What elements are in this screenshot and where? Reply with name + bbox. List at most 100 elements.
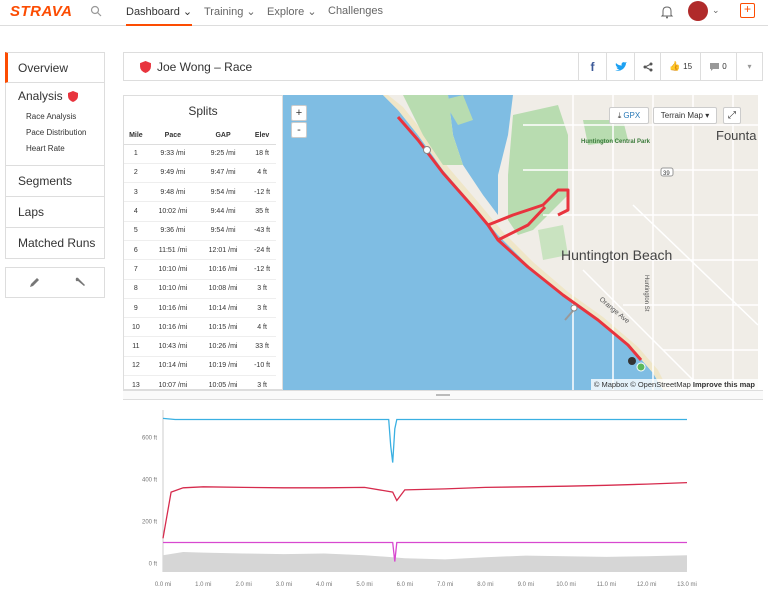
sidebar-item-analysis[interactable]: Analysis (18, 89, 63, 103)
gpx-button[interactable]: ⤓ GPX (609, 107, 649, 124)
col-pace: Pace (147, 128, 198, 145)
sidebar-tools (5, 267, 105, 298)
split-elev-cell: -43 ft (248, 221, 276, 241)
series-line (162, 417, 687, 463)
twitter-share-button[interactable] (606, 53, 634, 80)
x-tick-label: 8.0 mi (477, 582, 493, 588)
split-gap-cell: 9:25 /mi (197, 144, 249, 164)
thumbs-up-icon: 👍 (668, 61, 681, 71)
table-row: 9 10:16 /mi 10:14 /mi 3 ft (124, 298, 276, 319)
facebook-icon: f (590, 59, 595, 74)
split-elev-cell: 4 ft (248, 317, 276, 338)
wrench-icon[interactable] (74, 277, 86, 289)
sidebar-sub-pace-distribution[interactable]: Pace Distribution (26, 128, 87, 137)
x-tick-label: 0.0 mi (155, 582, 171, 588)
sidebar-sub-race-analysis[interactable]: Race Analysis (26, 112, 77, 121)
city-label: Huntington Beach (561, 247, 672, 263)
analysis-chart[interactable]: 0 ft 200 ft 400 ft 600 ft 0.0 mi 1.0 mi 2.0 mi… (123, 400, 763, 590)
sidebar-item-overview[interactable]: Overview (5, 52, 105, 83)
map-canvas[interactable]: Huntington Beach Founta Huntington Centr… (283, 95, 758, 390)
improve-map-link[interactable]: Improve this map (692, 380, 755, 389)
split-gap-cell: 10:19 /mi (197, 356, 249, 377)
resize-handle[interactable] (123, 390, 763, 400)
avatar[interactable] (688, 1, 708, 21)
shield-icon (140, 61, 151, 73)
nav-explore[interactable]: Explore ⌄ (267, 6, 317, 18)
table-row: 3 9:48 /mi 9:54 /mi -12 ft (124, 182, 276, 203)
sidebar-item-laps[interactable]: Laps (5, 197, 105, 228)
table-row: 11 10:43 /mi 10:26 /mi 33 ft (124, 336, 276, 357)
route-map[interactable]: Huntington Beach Founta Huntington Centr… (283, 95, 758, 390)
split-pace-cell: 10:16 /mi (147, 317, 198, 338)
series-line (163, 541, 687, 562)
split-mile-cell: 4 (124, 201, 148, 222)
split-mile-cell: 3 (124, 182, 148, 203)
fullscreen-button[interactable]: ⤢ (723, 107, 741, 124)
split-elev-cell: 4 ft (248, 163, 276, 184)
zoom-out-button[interactable]: - (291, 122, 307, 138)
x-tick-label: 13.0 mi (677, 582, 697, 588)
table-row: 4 10:02 /mi 9:44 /mi 35 ft (124, 201, 276, 222)
splits-panel: Splits Mile Pace GAP Elev 1 9:33 /mi 9:25 … (123, 95, 283, 390)
map-type-select[interactable]: Terrain Map ▾ (653, 107, 717, 124)
share-button[interactable] (634, 53, 660, 80)
header-actions: f 👍 15 0 ▾ (578, 53, 762, 80)
y-tick-label: 400 ft (142, 477, 157, 483)
sidebar-item-matched-runs[interactable]: Matched Runs (5, 228, 105, 259)
split-pace-cell: 9:48 /mi (147, 182, 198, 203)
split-elev-cell: 35 ft (248, 201, 276, 222)
upload-plus-button[interactable]: + (740, 3, 755, 18)
bell-icon[interactable] (660, 5, 674, 19)
more-menu-button[interactable]: ▾ (736, 53, 762, 80)
hwy-shield (660, 167, 674, 177)
split-gap-cell: 9:54 /mi (197, 221, 249, 241)
split-pace-cell: 11:51 /mi (147, 240, 198, 261)
nav-training[interactable]: Training ⌄ (204, 6, 256, 18)
splits-title: Splits (188, 104, 218, 118)
split-pace-cell: 10:16 /mi (147, 298, 198, 319)
avatar-caret-icon[interactable]: ⌄ (712, 5, 720, 15)
y-tick-label: 200 ft (142, 520, 157, 526)
split-gap-cell: 10:26 /mi (197, 336, 249, 357)
pencil-icon[interactable] (28, 277, 40, 289)
split-pace-cell: 10:07 /mi (147, 375, 198, 389)
split-mile-cell: 7 (124, 259, 148, 280)
chart-canvas[interactable]: 0 ft 200 ft 400 ft 600 ft 0.0 mi 1.0 mi 2.0 mi… (123, 400, 763, 590)
grip-icon (436, 394, 450, 396)
facebook-share-button[interactable]: f (578, 53, 606, 80)
x-tick-label: 6.0 mi (397, 582, 413, 588)
search-icon[interactable] (90, 5, 102, 17)
split-mile-cell: 9 (124, 298, 148, 319)
kudos-button[interactable]: 👍 15 (660, 53, 700, 80)
split-elev-cell: 3 ft (248, 279, 276, 299)
elevation-area (163, 552, 687, 572)
activity-header: Joe Wong – Race f 👍 15 0 ▾ (123, 52, 763, 81)
park-label: Huntington Central Park (581, 139, 651, 145)
sidebar-item-segments[interactable]: Segments (5, 166, 105, 197)
chevron-down-icon: ▾ (747, 62, 752, 71)
twitter-icon (614, 61, 627, 71)
x-tick-label: 1.0 mi (195, 582, 211, 588)
park-wetland (403, 95, 463, 165)
split-pace-cell: 10:43 /mi (147, 336, 198, 357)
sidebar-section-analysis: Analysis Race Analysis Pace Distribution… (5, 83, 105, 166)
split-mile-cell: 13 (124, 375, 148, 389)
split-elev-cell: -12 ft (248, 259, 276, 280)
street-label: Huntington St (643, 275, 649, 312)
zoom-in-button[interactable]: + (291, 105, 307, 121)
split-mile-cell: 5 (124, 221, 148, 241)
nav-dashboard[interactable]: Dashboard ⌄ (126, 5, 193, 26)
comment-button[interactable]: 0 (700, 53, 736, 80)
harbor-area (448, 95, 513, 215)
sidebar: Overview Analysis Race Analysis Pace Dis… (5, 52, 105, 298)
attribution-text[interactable]: © Mapbox © OpenStreetMap (593, 380, 691, 389)
col-gap: GAP (197, 128, 249, 145)
nav-challenges[interactable]: Challenges (328, 5, 384, 17)
split-mile-cell: 6 (124, 240, 148, 261)
strava-logo[interactable]: STRAVA (10, 3, 73, 20)
split-mile-cell: 12 (124, 356, 148, 377)
x-tick-label: 10.0 mi (556, 582, 576, 588)
sidebar-sub-heart-rate[interactable]: Heart Rate (26, 144, 65, 153)
start-marker (636, 362, 646, 372)
split-elev-cell: -24 ft (248, 240, 276, 261)
